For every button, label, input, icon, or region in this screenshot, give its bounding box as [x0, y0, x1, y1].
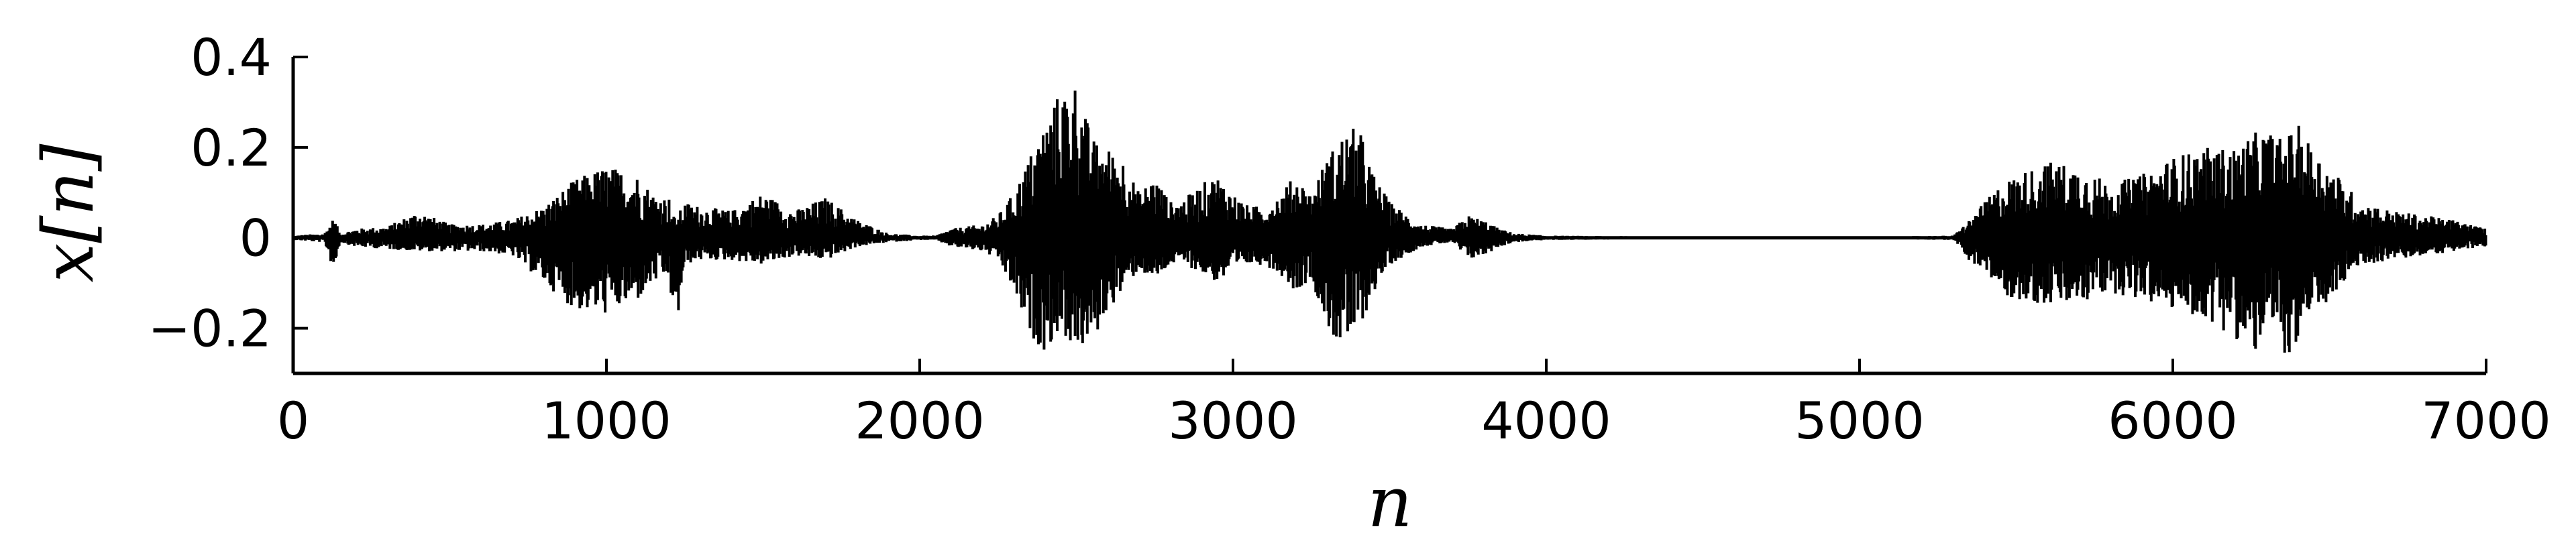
x-axis-label: n	[1368, 461, 1413, 543]
x-tick-label: 6000	[2108, 391, 2237, 450]
y-ticks: 0.4 0.2 0 −0.2	[148, 27, 308, 359]
x-tick-label: 1000	[541, 391, 671, 450]
signal-trace	[292, 90, 2487, 353]
axes	[291, 57, 2486, 375]
x-ticks: 0 1000 2000 3000 4000 5000 6000 7000	[277, 359, 2551, 450]
x-tick-label: 7000	[2421, 391, 2551, 450]
x-tick-label: 5000	[1794, 391, 1924, 450]
x-tick-label: 4000	[1481, 391, 1611, 450]
y-tick-label: 0.2	[191, 118, 272, 178]
y-tick-label: 0	[239, 208, 272, 268]
y-axis-label: x[n]	[28, 143, 109, 282]
x-tick-label: 3000	[1168, 391, 1297, 450]
y-tick-label: −0.2	[148, 299, 272, 359]
x-tick-label: 0	[277, 391, 309, 450]
y-tick-label: 0.4	[191, 27, 272, 87]
signal-group	[292, 90, 2487, 353]
x-tick-label: 2000	[855, 391, 984, 450]
